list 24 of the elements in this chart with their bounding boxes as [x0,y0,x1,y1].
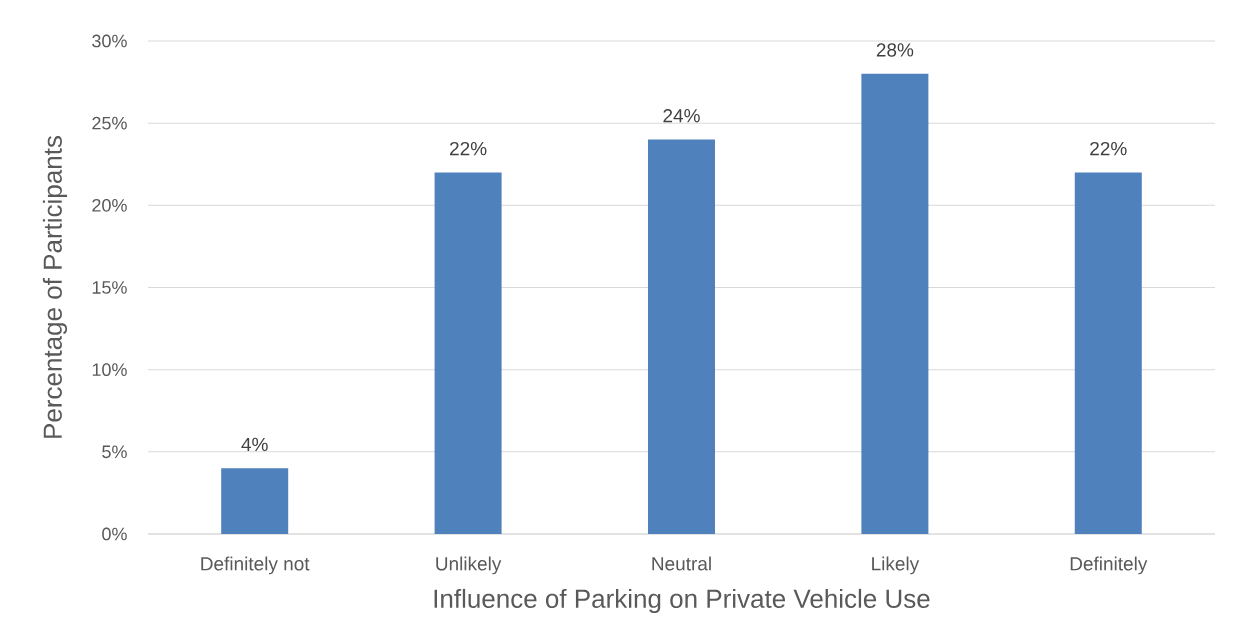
y-tick-label: 10% [92,363,127,377]
x-tick-label: Unlikely [436,556,502,575]
x-tick-label: Neutral [652,556,711,571]
y-tick-label: 30% [92,34,127,48]
bar [221,468,289,534]
bar [861,73,929,534]
data-label: 4% [241,437,268,452]
y-tick-label: 0% [102,527,127,541]
data-label: 22% [450,141,487,156]
y-tick-label: 25% [92,116,127,130]
x-tick-label: Likely [872,556,920,575]
bar [434,172,502,534]
x-axis-title: Influence of Parking on Private Vehicle Use [434,588,930,614]
x-tick-label: Definitely [1070,556,1148,575]
y-tick-label: 5% [102,445,127,459]
y-tick-label: 15% [92,281,127,294]
y-tick-label: 20% [92,198,127,212]
bar [1074,172,1142,534]
bar [647,139,715,534]
data-label: 28% [876,43,914,57]
data-label: 22% [1090,141,1127,156]
x-tick-label: Definitely not [201,556,310,575]
y-axis-title: Percentage of Participants [42,136,68,438]
data-label: 24% [663,109,700,123]
